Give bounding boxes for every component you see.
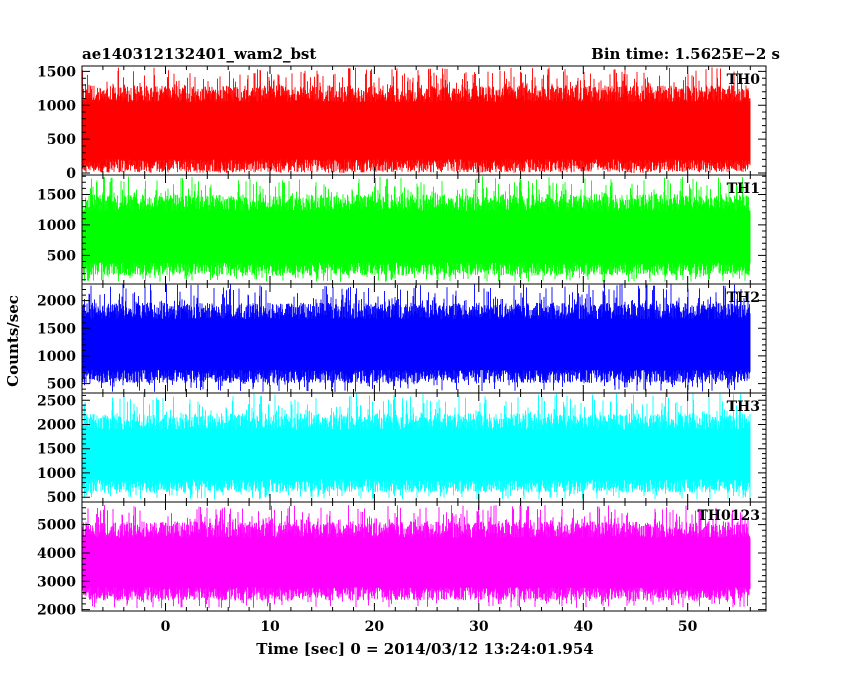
series-line-th3 — [82, 393, 751, 500]
x-axis-label: Time [sec] 0 = 2014/03/12 13:24:01.954 — [256, 640, 593, 658]
y-tick-label: 1500 — [37, 442, 76, 458]
tick-marks — [81, 283, 766, 393]
y-tick-label: 1000 — [37, 98, 76, 114]
x-tick-label: 0 — [161, 619, 171, 635]
panel-label-th0: TH0 — [727, 72, 761, 88]
panel-th0123: 2000 3000 4000 5000 TH0123 — [37, 501, 767, 619]
y-tick-label: 500 — [47, 490, 76, 506]
x-tick-label: 40 — [574, 619, 594, 635]
panel-label-th1: TH1 — [727, 181, 760, 197]
x-tick-label: 50 — [678, 619, 698, 635]
series-line-th2 — [82, 284, 751, 392]
y-tick-label: 5000 — [37, 518, 76, 534]
panel-label-th0123: TH0123 — [697, 508, 760, 524]
series-line-th1 — [82, 176, 751, 283]
y-tick-label: 500 — [47, 132, 76, 148]
chart-title-right: Bin time: 1.5625E−2 s — [591, 45, 780, 63]
series-line-th0123 — [82, 505, 751, 609]
y-tick-label: 2000 — [37, 603, 76, 619]
panel-label-th2: TH2 — [727, 290, 760, 306]
y-tick-label: 1500 — [37, 64, 76, 80]
y-tick-label: 500 — [47, 248, 76, 264]
panel-th1: 500 1000 1500 TH1 — [37, 174, 767, 285]
y-tick-label: 3000 — [37, 574, 76, 590]
y-axis-label: Counts/sec — [4, 295, 22, 387]
y-tick-label: 2000 — [37, 294, 76, 310]
panel-label-th3: TH3 — [727, 399, 760, 415]
panel-th0: 0 500 1000 1500 TH0 — [37, 64, 767, 182]
tick-marks — [81, 501, 766, 611]
series-line-th0 — [82, 67, 751, 173]
x-tick-label: 10 — [260, 619, 280, 635]
x-tick-label: 30 — [469, 619, 489, 635]
tick-marks — [81, 66, 766, 175]
tick-marks — [81, 175, 766, 284]
y-tick-label: 500 — [47, 377, 76, 393]
y-tick-label: 1000 — [37, 466, 76, 482]
chart-title-left: ae140312132401_wam2_bst — [82, 45, 316, 63]
y-tick-label: 1500 — [37, 187, 76, 203]
panel-th2: 500 1000 1500 2000 TH2 — [37, 283, 767, 394]
y-tick-label: 4000 — [37, 546, 76, 562]
y-tick-label: 1500 — [37, 321, 76, 337]
y-tick-label: 2500 — [37, 393, 76, 409]
y-tick-label: 0 — [66, 166, 76, 182]
panel-th3: 500 1000 1500 2000 2500 TH3 — [37, 392, 767, 506]
x-tick-label: 20 — [365, 619, 385, 635]
y-tick-label: 1000 — [37, 218, 76, 234]
y-tick-label: 1000 — [37, 349, 76, 365]
y-tick-label: 2000 — [37, 417, 76, 433]
panel-frame — [81, 501, 767, 612]
